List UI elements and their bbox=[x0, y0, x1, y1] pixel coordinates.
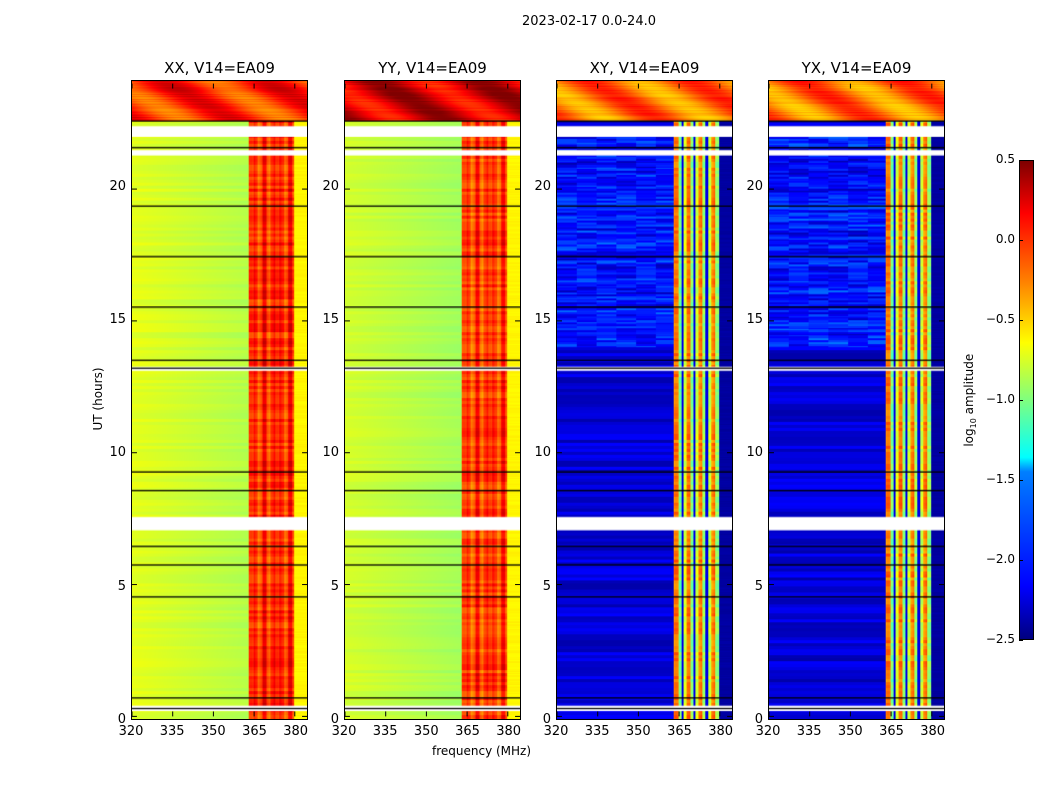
panel-title: XX, V14=EA09 bbox=[164, 59, 275, 77]
heatmap-image bbox=[345, 81, 520, 719]
y-tick-label: 0 bbox=[117, 712, 126, 727]
x-tick-label: 380 bbox=[283, 724, 309, 739]
colorbar-tick-label: −2.5 bbox=[985, 632, 1015, 646]
figure-title: 2023-02-17 0.0-24.0 bbox=[522, 14, 656, 29]
y-tick-label: 10 bbox=[322, 445, 339, 461]
x-tick-label: 350 bbox=[837, 724, 863, 739]
y-tick-label: 20 bbox=[746, 178, 763, 194]
y-tick-label: 15 bbox=[109, 312, 126, 327]
x-tick-label: 365 bbox=[455, 724, 480, 739]
colorbar-tick-mark bbox=[1019, 320, 1023, 321]
y-tick-label: 5 bbox=[542, 578, 551, 594]
heatmap-image bbox=[769, 81, 944, 719]
x-tick-label: 320 bbox=[755, 724, 781, 739]
x-tick-label: 320 bbox=[331, 724, 357, 739]
x-tick-label: 365 bbox=[879, 724, 904, 739]
heatmap-image bbox=[132, 81, 307, 719]
y-tick-label: 15 bbox=[322, 312, 339, 327]
x-tick-label: 350 bbox=[200, 724, 226, 739]
y-tick-label: 15 bbox=[746, 312, 763, 327]
y-tick-label: 15 bbox=[534, 312, 551, 327]
y-tick-label: 0 bbox=[330, 712, 339, 727]
colorbar-tick-label: 0.0 bbox=[995, 232, 1015, 246]
y-tick-label: 20 bbox=[322, 178, 339, 194]
colorbar-tick-label: −2.0 bbox=[985, 552, 1015, 566]
x-tick-label: 320 bbox=[543, 724, 569, 739]
x-tick-label: 335 bbox=[372, 724, 398, 739]
panel-title: YX, V14=EA09 bbox=[801, 59, 912, 77]
panel-title: XY, V14=EA09 bbox=[589, 59, 700, 77]
y-tick-label: 5 bbox=[117, 578, 126, 594]
x-tick-label: 380 bbox=[920, 724, 946, 739]
x-tick-label: 365 bbox=[242, 724, 267, 739]
y-tick-label: 0 bbox=[542, 712, 551, 727]
colorbar-label: log10 amplitude bbox=[961, 353, 979, 447]
heatmap-panel-yy bbox=[344, 80, 521, 720]
heatmap-image bbox=[557, 81, 732, 719]
x-tick-label: 365 bbox=[667, 724, 692, 739]
x-tick-label: 350 bbox=[413, 724, 439, 739]
x-axis-label: frequency (MHz) bbox=[432, 744, 532, 758]
colorbar-tick-label: −1.5 bbox=[985, 472, 1015, 486]
colorbar-tick-mark bbox=[1019, 560, 1023, 561]
colorbar-tick-mark bbox=[1019, 640, 1023, 641]
colorbar-tick-label: 0.5 bbox=[995, 152, 1015, 166]
y-tick-label: 10 bbox=[746, 445, 763, 461]
y-axis-label: UT (hours) bbox=[91, 367, 105, 431]
heatmap-panel-xy bbox=[556, 80, 733, 720]
colorbar-tick-mark bbox=[1019, 400, 1023, 401]
y-tick-label: 5 bbox=[330, 578, 339, 594]
x-tick-label: 335 bbox=[796, 724, 822, 739]
x-tick-label: 380 bbox=[708, 724, 734, 739]
x-tick-label: 335 bbox=[159, 724, 185, 739]
heatmap-panel-yx bbox=[768, 80, 945, 720]
heatmap-panel-xx bbox=[131, 80, 308, 720]
y-tick-label: 20 bbox=[109, 178, 126, 194]
colorbar-tick-mark bbox=[1019, 240, 1023, 241]
y-tick-label: 20 bbox=[534, 178, 551, 194]
x-tick-label: 350 bbox=[625, 724, 651, 739]
x-tick-label: 320 bbox=[118, 724, 144, 739]
colorbar-tick-mark bbox=[1019, 480, 1023, 481]
y-tick-label: 10 bbox=[109, 445, 126, 461]
y-tick-label: 5 bbox=[754, 578, 763, 594]
panel-title: YY, V14=EA09 bbox=[378, 59, 487, 77]
colorbar-tick-mark bbox=[1019, 160, 1023, 161]
y-tick-label: 10 bbox=[534, 445, 551, 461]
x-tick-label: 335 bbox=[584, 724, 610, 739]
colorbar-tick-label: −1.0 bbox=[985, 392, 1015, 406]
colorbar-tick-label: −0.5 bbox=[985, 312, 1015, 326]
y-tick-label: 0 bbox=[754, 712, 763, 727]
x-tick-label: 380 bbox=[496, 724, 522, 739]
